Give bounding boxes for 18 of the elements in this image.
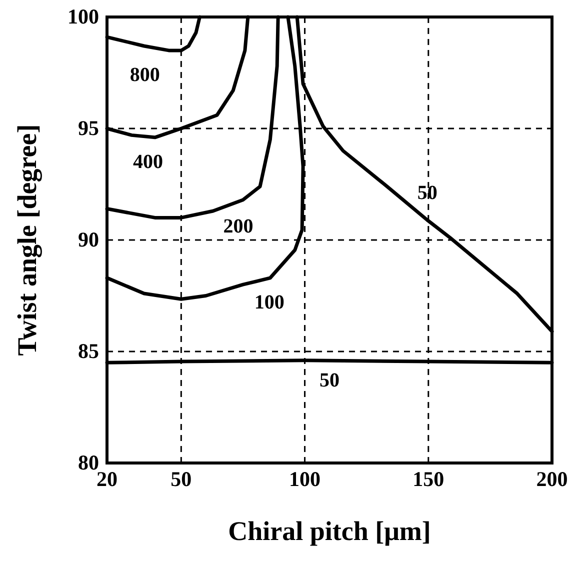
series-label: 800 <box>130 64 160 86</box>
y-tick-label: 100 <box>68 4 99 29</box>
y-tick-label: 90 <box>78 228 99 252</box>
y-tick-label: 95 <box>78 116 99 140</box>
x-tick-label: 150 <box>412 466 444 491</box>
y-axis-title: Twist angle [degree] <box>12 124 42 356</box>
series-label: 400 <box>132 150 163 173</box>
series-label: 200 <box>223 216 254 238</box>
x-tick-label: 20 <box>96 466 118 491</box>
x-tick-label: 50 <box>170 466 192 491</box>
y-tick-label: 80 <box>78 450 99 475</box>
x-tick-label: 200 <box>536 466 568 491</box>
series-label: 50 <box>320 369 340 392</box>
series-label: 50 <box>417 182 438 204</box>
y-tick-label: 85 <box>78 339 99 364</box>
x-axis-title: Chiral pitch [μm] <box>228 516 431 546</box>
x-tick-label: 100 <box>289 466 321 491</box>
series-label: 100 <box>254 291 284 314</box>
